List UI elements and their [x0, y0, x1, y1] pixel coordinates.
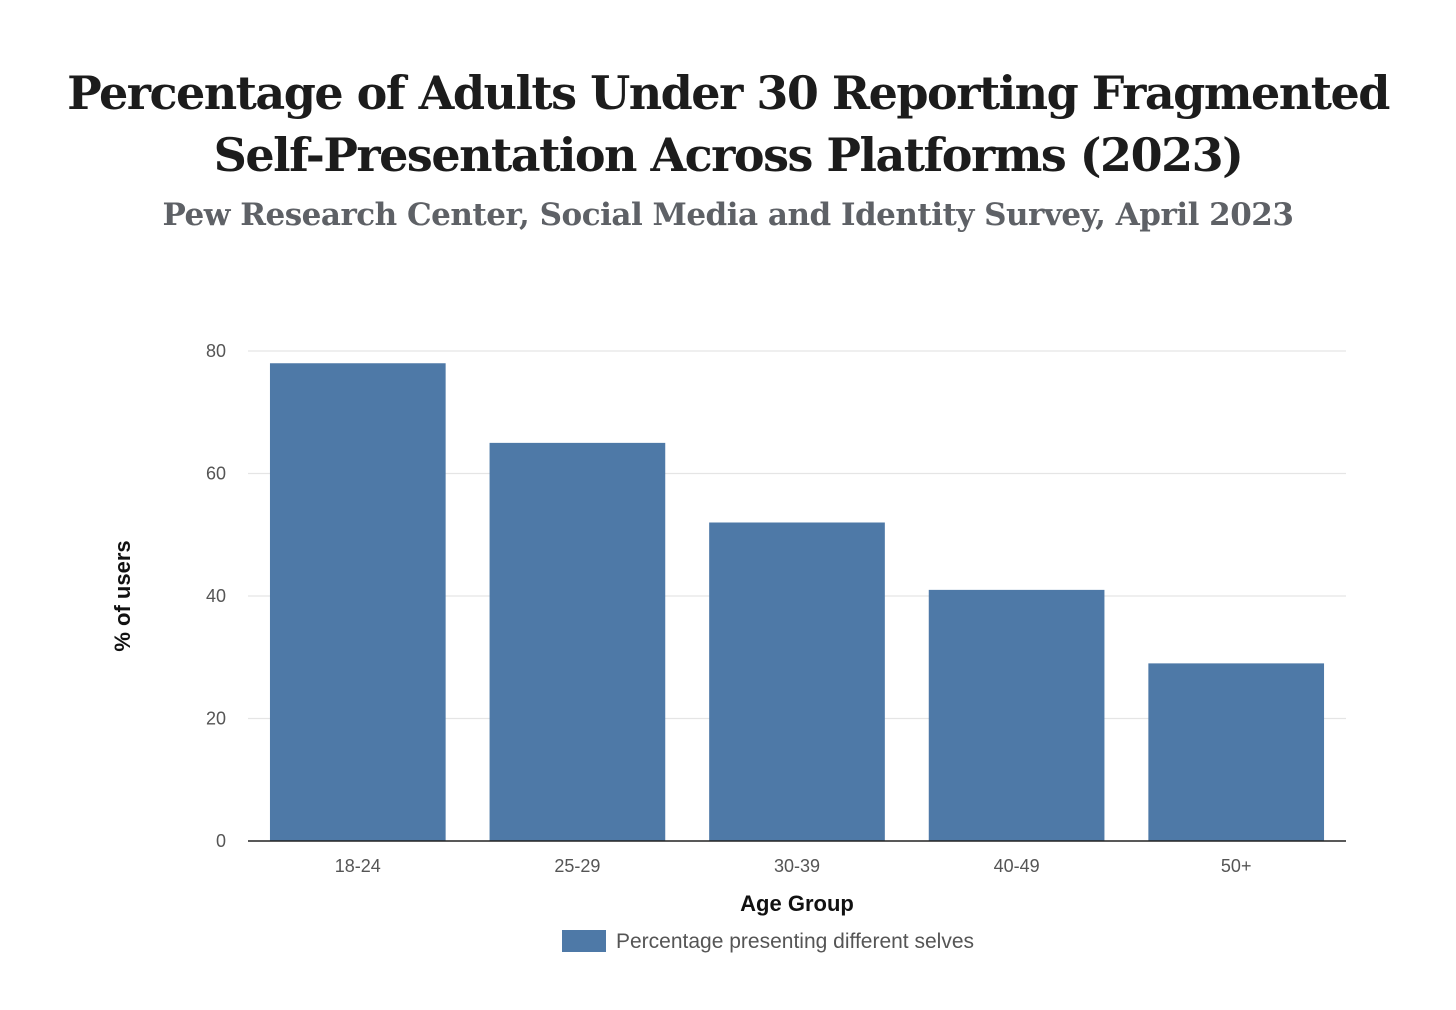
- chart-subtitle: Pew Research Center, Social Media and Id…: [162, 197, 1294, 233]
- bar: [489, 442, 666, 841]
- y-axis-ticks: 0 20 40 60 80: [206, 341, 226, 851]
- legend-label: Percentage presenting different selves: [616, 930, 974, 953]
- legend-swatch: [562, 930, 606, 952]
- x-tick-label: 18-24: [335, 856, 381, 876]
- chart-title-line-1: Percentage of Adults Under 30 Reporting …: [67, 66, 1390, 120]
- bar: [1148, 663, 1325, 841]
- x-axis-title: Age Group: [740, 891, 854, 916]
- x-tick-label: 30-39: [774, 856, 820, 876]
- y-axis-title: % of users: [110, 540, 135, 651]
- chart-title-line-2: Self-Presentation Across Platforms (2023…: [213, 128, 1244, 182]
- bar: [709, 522, 885, 841]
- bar: [269, 363, 446, 841]
- chart-title: Percentage of Adults Under 30 Reporting …: [0, 62, 1456, 186]
- y-tick-label: 0: [216, 831, 226, 851]
- bar: [928, 589, 1105, 841]
- x-axis-ticks: 18-24 25-29 30-39 40-49 50+: [335, 856, 1252, 876]
- x-tick-label: 50+: [1221, 856, 1252, 876]
- legend: Percentage presenting different selves: [562, 930, 974, 953]
- bars: [269, 363, 1325, 841]
- x-tick-label: 25-29: [554, 856, 600, 876]
- x-tick-label: 40-49: [994, 856, 1040, 876]
- y-tick-label: 40: [206, 586, 226, 606]
- y-tick-label: 60: [206, 464, 226, 484]
- y-tick-label: 80: [206, 341, 226, 361]
- y-tick-label: 20: [206, 709, 226, 729]
